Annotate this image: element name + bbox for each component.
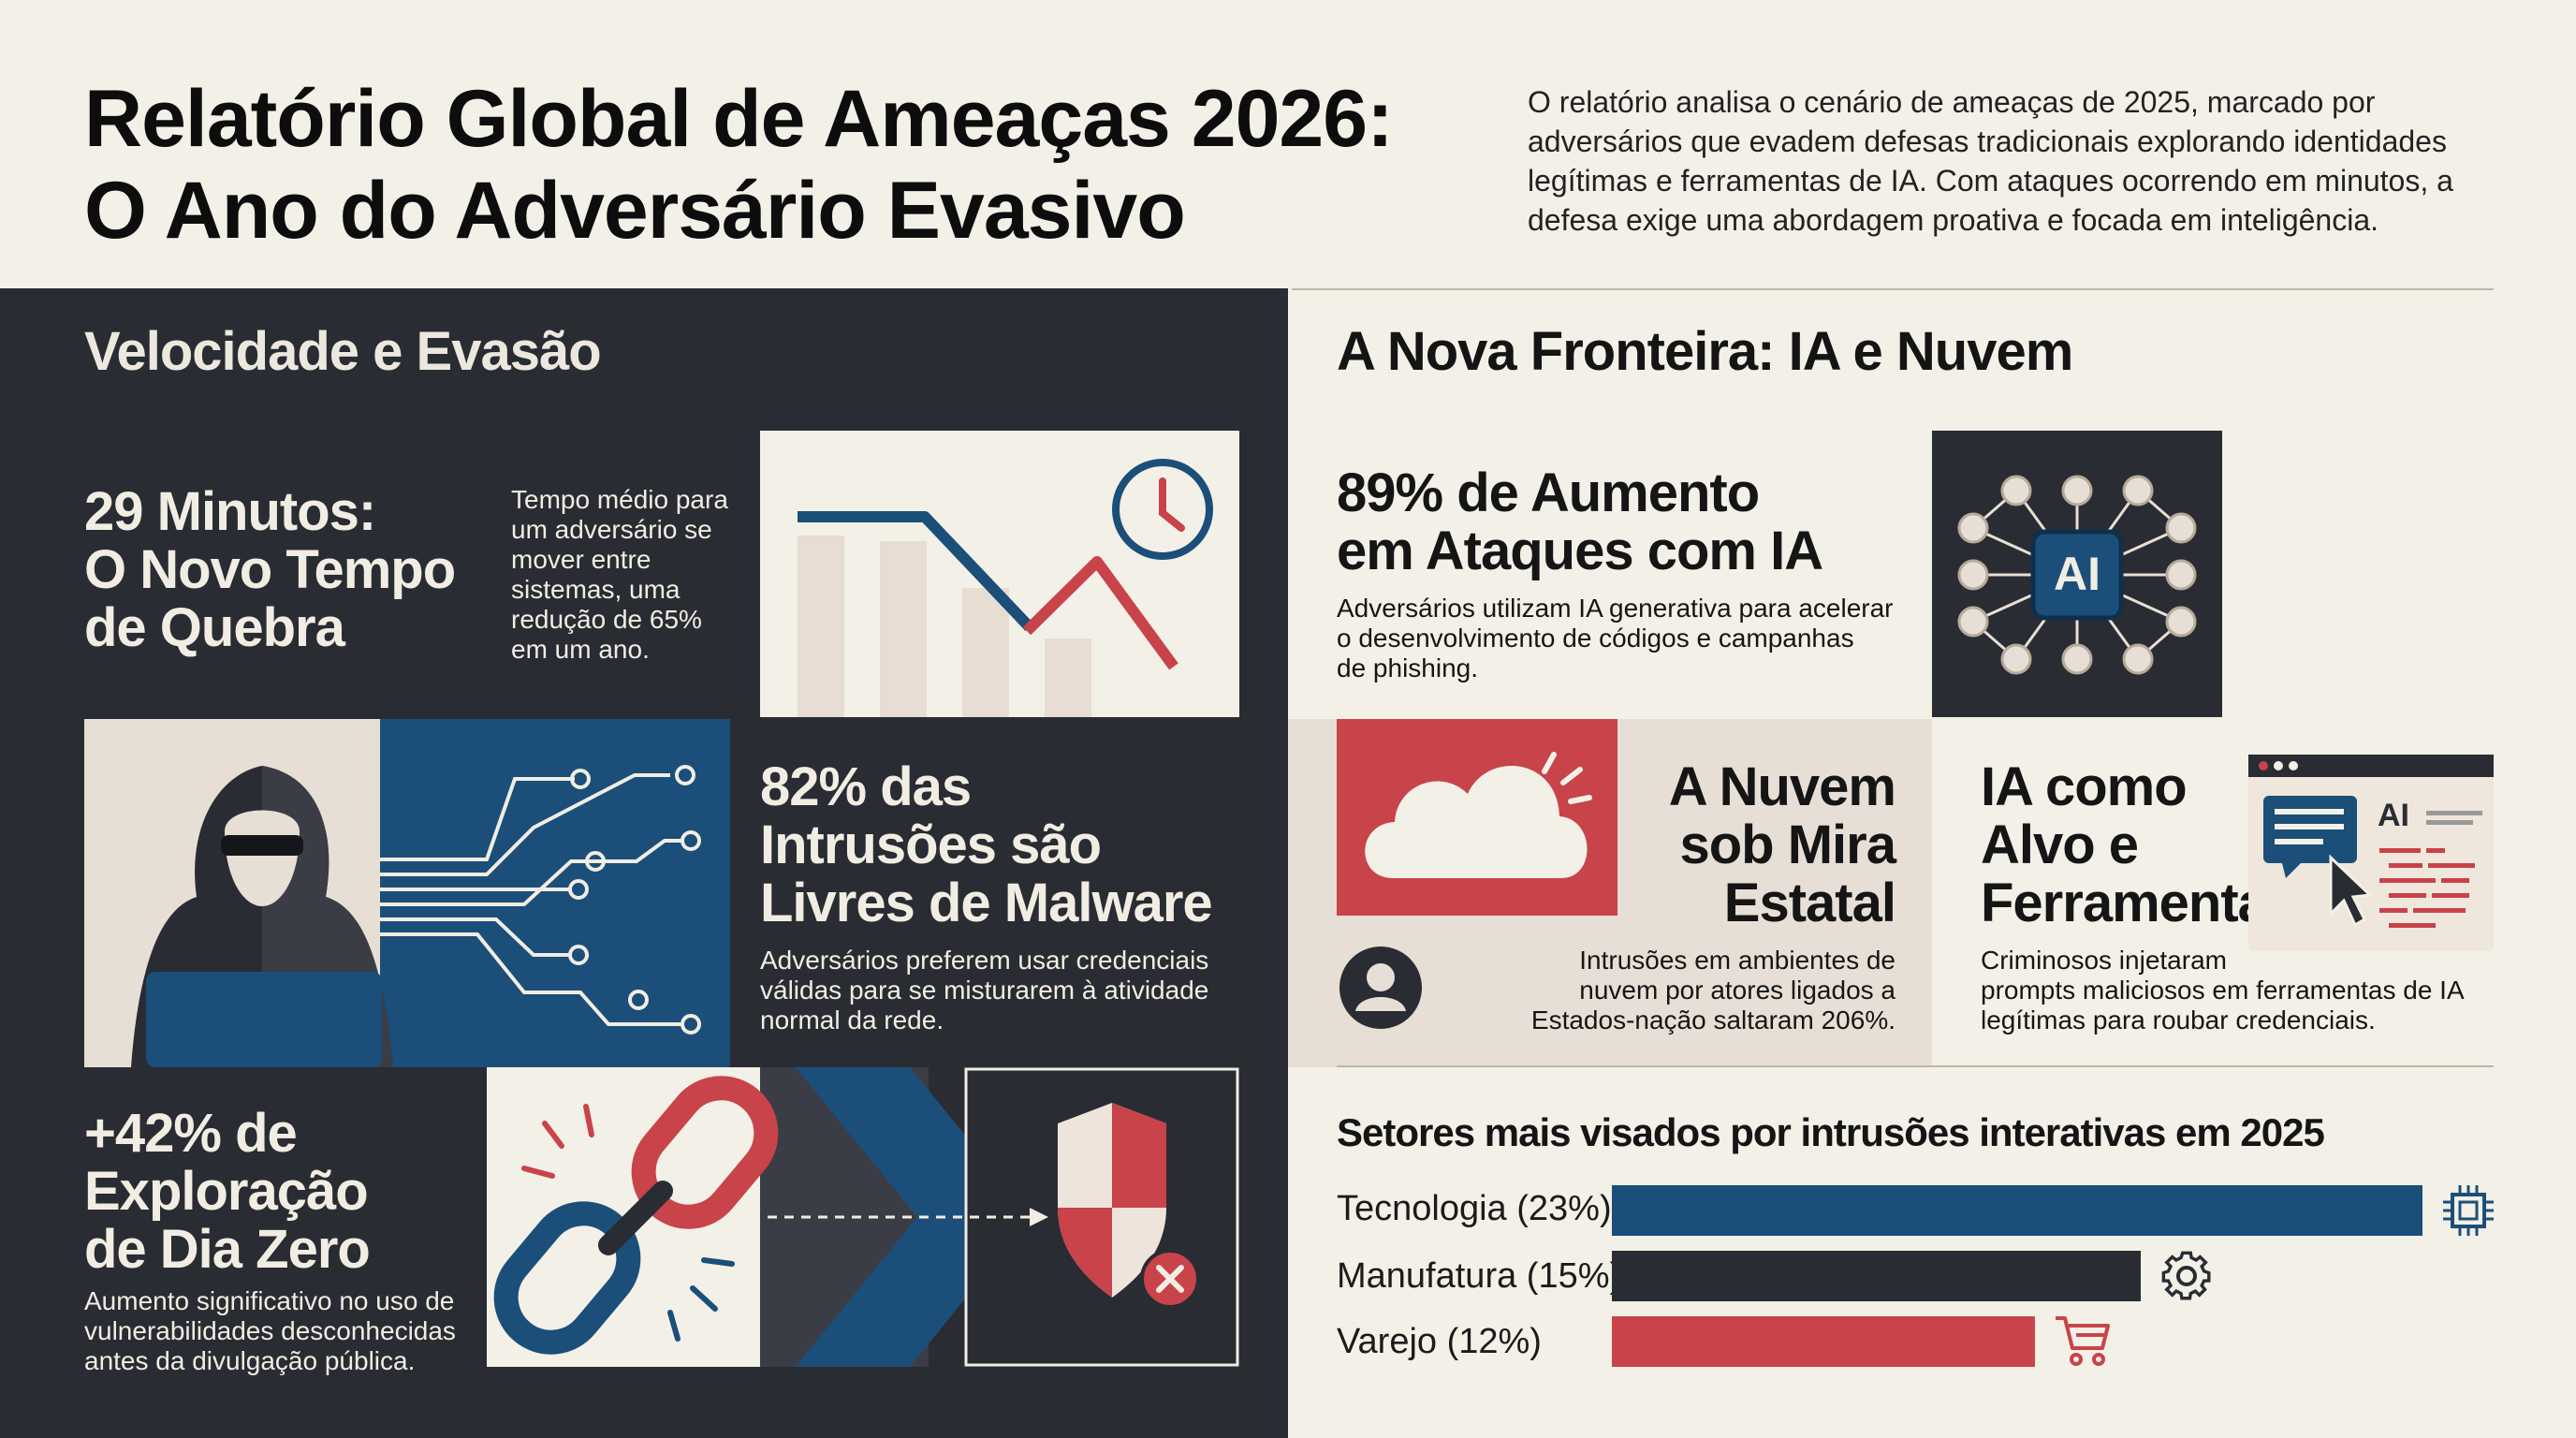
ai-target-title: IA como Alvo e Ferramenta [1981,756,2268,933]
clock-icon [1112,459,1213,560]
divider-chart [1337,1065,2494,1067]
ai-attacks-text: Adversários utilizam IA generativa para … [1337,594,1894,682]
ai-chip-icon [2030,529,2124,621]
ai-network-illustration: AI [1932,431,2222,717]
bar-technology [1612,1185,2422,1236]
sectors-chart-title: Setores mais visados por intrusões inter… [1337,1110,2325,1154]
section-heading-speed: Velocidade e Evasão [84,321,602,382]
broken-chain-icon [493,1076,779,1355]
malware-free-text: Adversários preferem usar credenciais vá… [760,946,1209,1034]
ai-chip-label: AI [2054,548,2100,600]
ai-window-illustration: AI [2248,755,2494,951]
title-line-1: Relatório Global de Ameaças 2026: [84,74,1394,164]
circuit-lines-icon [380,765,701,1034]
chat-bubble-icon [2263,796,2357,878]
declining-trend-illustration [760,431,1239,717]
breakout-title: 29 Minutos: O Novo Tempo de Quebra [84,481,456,658]
hooded-figure-icon [131,766,393,1067]
shield-alert-icon [1058,1103,1200,1309]
bar-label-manufacturing: Manufatura (15%) [1337,1256,1622,1296]
title-line-2: O Ano do Adversário Evasivo [84,166,1186,256]
malware-free-title: 82% das Intrusões são Livres de Malware [760,756,1213,933]
cart-icon [2056,1316,2110,1366]
ai-attacks-title: 89% de Aumento em Ataques com IA [1337,462,1823,581]
gear-icon [2161,1251,2211,1300]
section-heading-ai-cloud: A Nova Fronteira: IA e Nuvem [1337,321,2073,382]
zero-day-text: Aumento significativo no uso de vulnerab… [84,1286,456,1375]
hacker-illustration [84,719,730,1067]
cursor-icon [2329,854,2374,928]
bar-manufacturing [1612,1251,2141,1301]
divider-top [1292,288,2494,290]
intro-text: O relatório analisa o cenário de ameaças… [1528,85,2453,237]
cloud-alert-illustration [1337,719,1617,916]
zero-day-title: +42% de Exploração de Dia Zero [84,1103,371,1280]
ai-target-text: Criminosos injetaram prompts maliciosos … [1981,946,2465,1034]
bar-label-technology: Tecnologia (23%) [1337,1189,1612,1228]
broken-chain-shield-illustration [487,1067,1239,1367]
cloud-title: A Nuvem sob Mira Estatal [1668,756,1896,933]
bar-label-retail: Varejo (12%) [1337,1322,1542,1361]
cloud-text: Intrusões em ambientes de nuvem por ator… [1530,946,1895,1034]
chip-icon [2443,1185,2494,1236]
user-avatar-icon [1339,946,1422,1029]
bar-retail [1612,1316,2035,1367]
cloud-icon [1365,765,1588,878]
breakout-text: Tempo médio para um adversário se mover … [511,485,728,664]
ai-window-label: AI [2378,798,2409,833]
page-title: Relatório Global de Ameaças 2026: O Ano … [84,73,1488,257]
